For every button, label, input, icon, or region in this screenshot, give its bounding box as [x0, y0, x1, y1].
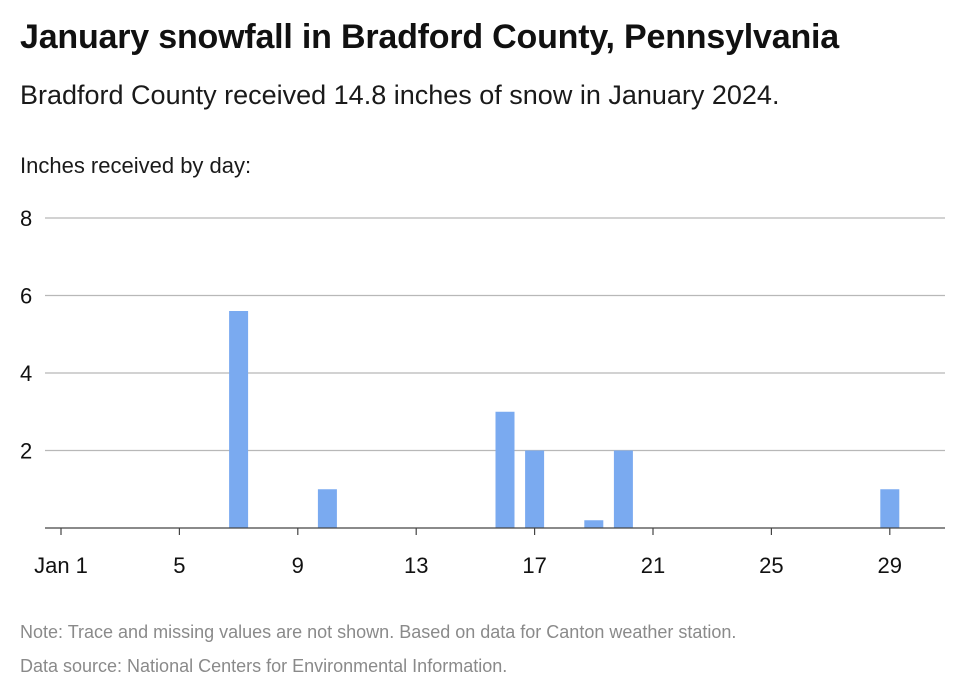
y-tick-label: 2: [20, 439, 32, 464]
bar-jan-29: [880, 489, 900, 528]
bar-jan-17: [525, 450, 545, 528]
y-axis-label: Inches received by day:: [20, 153, 252, 178]
x-tick-label: 9: [292, 553, 304, 578]
x-tick-label: 21: [641, 553, 665, 578]
x-tick-labels: Jan 1 5 9 13 17 21 25 29: [34, 553, 902, 578]
x-tick-label: 29: [878, 553, 902, 578]
x-axis: [45, 527, 945, 535]
x-tick-label: 25: [759, 553, 783, 578]
bar-jan-19: [584, 520, 604, 528]
x-tick-label: 13: [404, 553, 428, 578]
y-tick-label: 8: [20, 206, 32, 231]
chart-note: Note: Trace and missing values are not s…: [20, 622, 737, 642]
x-tick-label: 5: [173, 553, 185, 578]
gridlines: [45, 217, 945, 452]
x-tick-label: 17: [522, 553, 546, 578]
bar-jan-10: [317, 489, 337, 528]
chart-title: January snowfall in Bradford County, Pen…: [20, 18, 839, 56]
x-tick-label: Jan 1: [34, 553, 88, 578]
y-tick-label: 6: [20, 284, 32, 309]
y-tick-label: 4: [20, 361, 32, 386]
chart-subtitle: Bradford County received 14.8 inches of …: [20, 80, 780, 110]
y-tick-labels: 2 4 6 8: [20, 206, 32, 464]
bar-jan-16: [495, 411, 515, 528]
bar-jan-20: [613, 450, 633, 528]
bar-jan-7: [229, 311, 249, 528]
data-source: Data source: National Centers for Enviro…: [20, 656, 508, 676]
bars: [229, 311, 900, 528]
